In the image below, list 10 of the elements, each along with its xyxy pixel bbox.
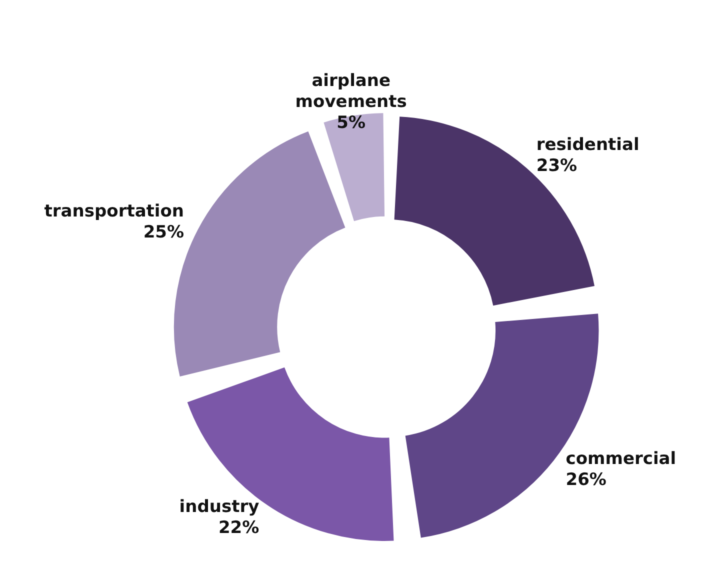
slice-label: commercial xyxy=(566,449,676,470)
slice-label: industry xyxy=(179,497,260,518)
data-label: 22% xyxy=(218,518,260,538)
data-label: 26% xyxy=(566,470,606,490)
data-label: 5% xyxy=(336,113,366,134)
slice-label: airplane movements xyxy=(295,71,407,112)
slice-label: residential xyxy=(536,134,640,155)
data-label: 23% xyxy=(536,156,578,176)
data-label: 25% xyxy=(143,222,184,242)
slice-label: transportation xyxy=(44,201,184,222)
